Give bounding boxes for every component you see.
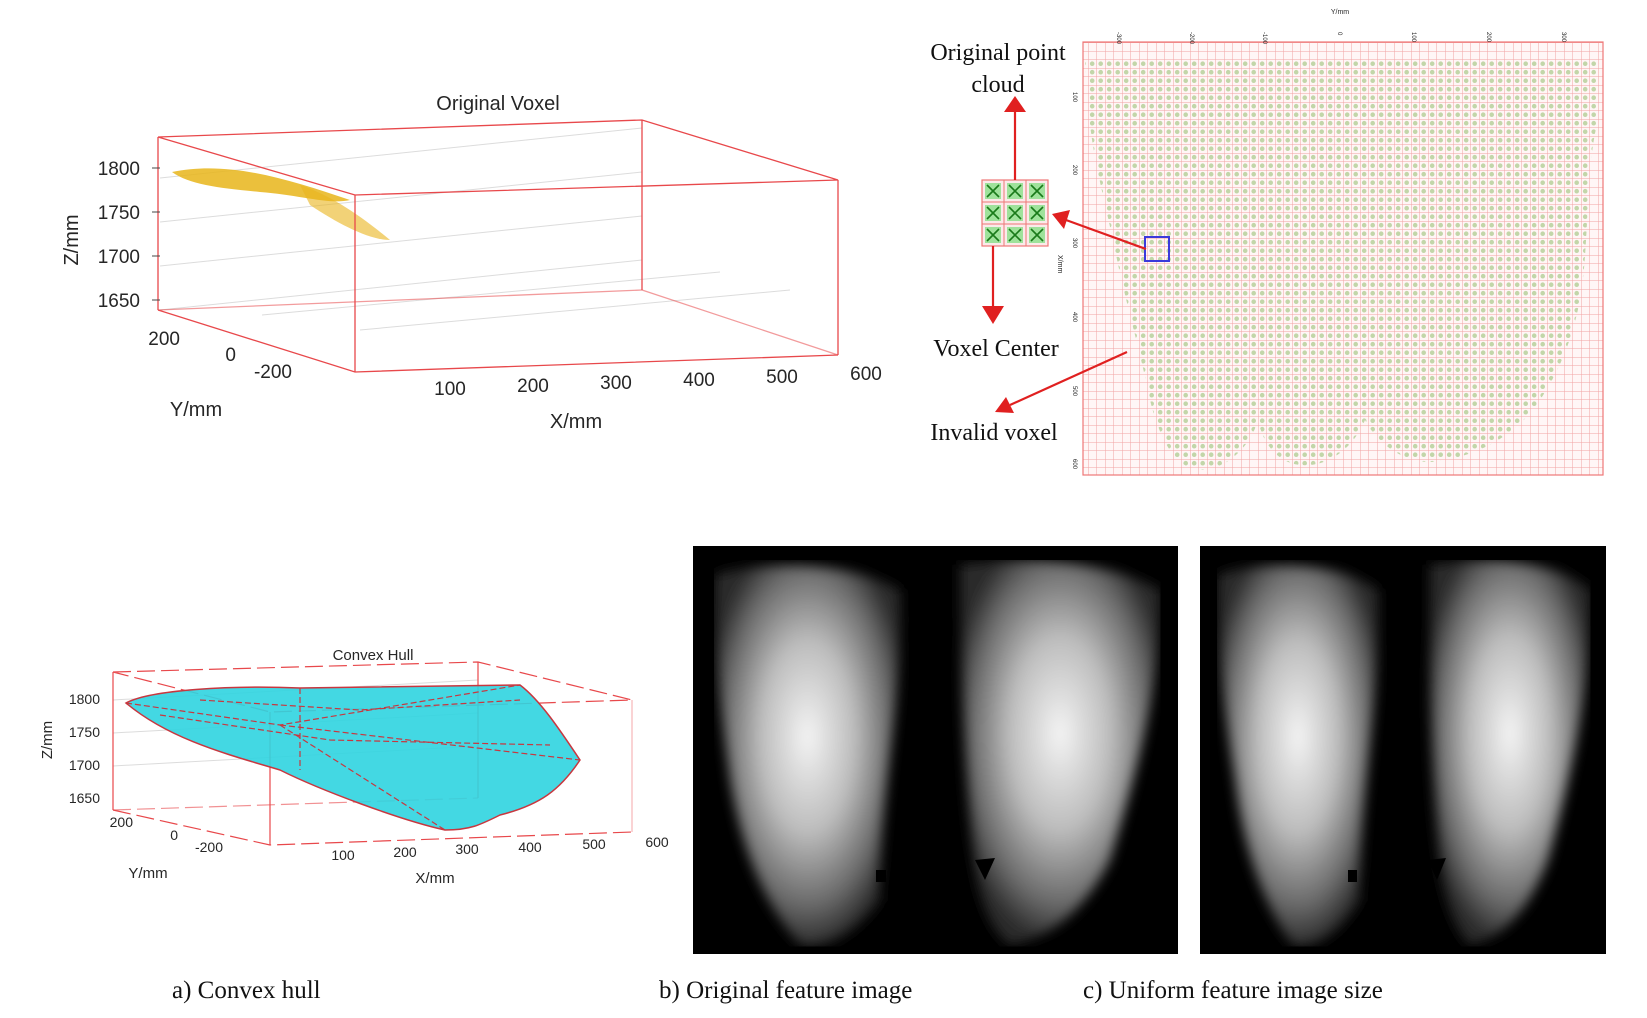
svg-text:300: 300	[1560, 32, 1566, 43]
svg-text:-100: -100	[1261, 32, 1267, 45]
voxel-x-tick: 600	[850, 364, 882, 385]
caption-b: b) Original feature image	[659, 977, 913, 1004]
svg-text:-300: -300	[1115, 32, 1121, 45]
hull-z-tick: 1700	[69, 757, 100, 773]
hull-z-tick: 1800	[69, 691, 100, 707]
svg-text:300: 300	[1071, 238, 1077, 249]
hull-x-tick: 500	[582, 836, 606, 852]
voxel-tick-marks	[152, 167, 160, 301]
grid-top-ticks: -300 -200 -100 0 100 200 300	[1115, 32, 1566, 45]
arrow-left	[1065, 218, 1147, 251]
convex-hull-surface	[124, 684, 581, 831]
hull-x-tick: 200	[393, 844, 417, 860]
svg-text:200: 200	[1071, 165, 1077, 176]
grid-side-ticks: 100 200 300 400 500 600	[1071, 92, 1077, 470]
voxel-z-tick: 1800	[98, 159, 140, 180]
hull-edges	[125, 684, 581, 831]
hull-z-tick: 1750	[69, 724, 100, 740]
voxel-y-axis-label: Y/mm	[170, 399, 222, 421]
voxel-x-tick: 500	[766, 367, 798, 388]
voxel-z-tick: 1650	[98, 291, 140, 312]
svg-text:-200: -200	[1188, 32, 1194, 45]
voxel-x-tick: 400	[683, 370, 715, 391]
hull-z-axis-label: Z/mm	[39, 721, 56, 759]
voxel-point-cloud	[172, 154, 770, 325]
label-point-cloud-line1: Original point	[930, 40, 1066, 66]
label-point-cloud-line2: cloud	[971, 72, 1024, 98]
voxel-bounding-box	[157, 119, 839, 373]
arrow-invalid	[1009, 350, 1128, 407]
voxel-grid-view: Y/mm -300 -200 -100 0 100 200 300 100 20…	[930, 9, 1604, 476]
voxel-z-axis-label: Z/mm	[61, 214, 83, 265]
original-voxel-plot: Original Voxel	[61, 93, 882, 433]
voxel-y-tick: -200	[254, 362, 292, 383]
hull-x-tick: 300	[455, 841, 479, 857]
hull-x-axis-label: X/mm	[415, 870, 454, 887]
voxel-y-tick: 200	[148, 329, 180, 350]
voxel-x-tick: 100	[434, 379, 466, 400]
svg-text:600: 600	[1071, 459, 1077, 470]
svg-text:0: 0	[1336, 32, 1342, 36]
hull-y-tick: 200	[110, 814, 134, 830]
hull-x-tick: 100	[331, 847, 355, 863]
grid-top-axis-label: Y/mm	[1331, 9, 1349, 16]
caption-c: c) Uniform feature image size	[1083, 977, 1383, 1004]
annotation-arrows	[982, 96, 1147, 413]
hull-x-tick: 400	[518, 839, 542, 855]
voxel-x-axis-label: X/mm	[550, 411, 602, 433]
svg-text:400: 400	[1071, 312, 1077, 323]
hull-x-tick: 600	[645, 834, 669, 850]
caption-a: a) Convex hull	[172, 977, 321, 1004]
voxel-y-tick: 0	[225, 345, 236, 366]
voxel-zoom-inset	[981, 179, 1049, 247]
svg-text:100: 100	[1071, 92, 1077, 103]
voxel-z-tick: 1700	[98, 247, 140, 268]
voxel-z-tick: 1750	[98, 203, 140, 224]
voxel-x-tick: 300	[600, 373, 632, 394]
svg-text:200: 200	[1485, 32, 1491, 43]
hull-z-tick: 1650	[69, 790, 100, 806]
hull-y-tick: -200	[195, 839, 223, 855]
uniform-feature-image	[1200, 546, 1606, 954]
voxel-x-tick: 200	[517, 376, 549, 397]
svg-text:500: 500	[1071, 386, 1077, 397]
grid-side-axis-label: X/mm	[1056, 255, 1063, 273]
hull-y-tick: 0	[170, 827, 178, 843]
label-voxel-center: Voxel Center	[933, 336, 1059, 362]
hull-y-axis-label: Y/mm	[128, 865, 167, 882]
label-invalid-voxel: Invalid voxel	[930, 420, 1058, 446]
convex-hull-plot: Convex Hull 1800 1750 1700	[39, 647, 669, 887]
hull-plot-title: Convex Hull	[333, 647, 414, 664]
voxel-plot-title: Original Voxel	[436, 93, 559, 115]
svg-text:100: 100	[1410, 32, 1416, 43]
original-feature-image	[693, 546, 1178, 954]
